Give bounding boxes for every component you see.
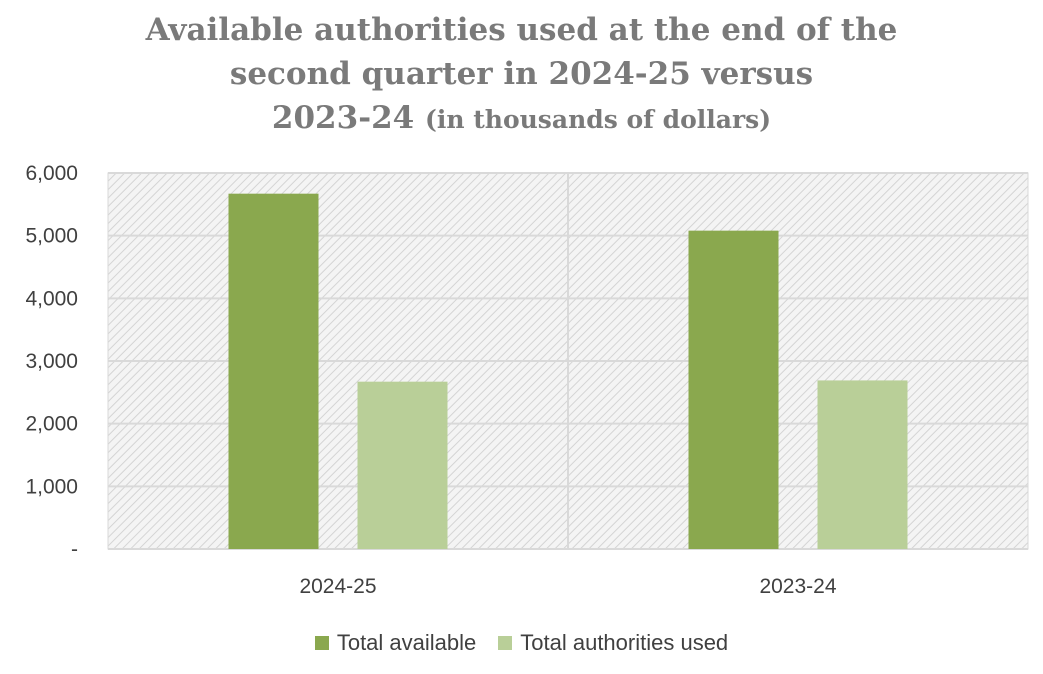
y-tick-label: 1,000 bbox=[25, 475, 78, 498]
title-line-2: second quarter in 2024-25 versus bbox=[229, 56, 814, 92]
legend-swatch-total-available bbox=[314, 636, 329, 650]
y-tick-label: 5,000 bbox=[25, 225, 78, 248]
title-units: (in thousands of dollars) bbox=[425, 105, 772, 134]
legend-swatch-total-authorities-used bbox=[498, 636, 513, 650]
legend-label-total-authorities-used: Total authorities used bbox=[520, 630, 729, 655]
chart-title: Available authorities used at the end of… bbox=[0, 8, 1043, 142]
legend: Total available Total authorities used bbox=[0, 630, 1043, 656]
y-tick-label: 3,000 bbox=[25, 350, 78, 373]
legend-item-total-authorities-used: Total authorities used bbox=[498, 630, 728, 656]
bar-total-authorities-used-2023-24 bbox=[817, 380, 908, 549]
legend-label-total-available: Total available bbox=[336, 630, 477, 655]
title-year: 2023-24 bbox=[271, 100, 415, 136]
title-line-1: Available authorities used at the end of… bbox=[145, 12, 898, 48]
bar-total-available-2024-25 bbox=[228, 193, 319, 549]
y-tick-label: 4,000 bbox=[25, 287, 78, 310]
bar-total-available-2023-24 bbox=[688, 230, 779, 550]
y-tick-label: 2,000 bbox=[25, 413, 78, 436]
y-tick-label: 6,000 bbox=[25, 162, 78, 185]
bar-total-authorities-used-2024-25 bbox=[357, 381, 448, 549]
y-tick-label: - bbox=[71, 538, 78, 561]
legend-item-total-available: Total available bbox=[314, 630, 477, 656]
x-tick-label: 2024-25 bbox=[299, 575, 376, 598]
title-line-3: 2023-24 (in thousands of dollars) bbox=[0, 96, 1043, 142]
x-tick-label: 2023-24 bbox=[759, 575, 836, 598]
